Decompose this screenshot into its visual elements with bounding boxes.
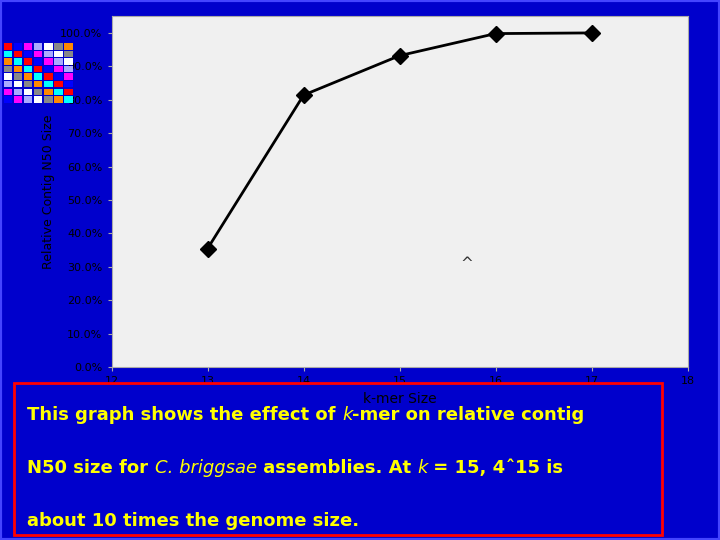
X-axis label: k-mer Size: k-mer Size bbox=[363, 392, 436, 406]
Text: -mer on relative contig: -mer on relative contig bbox=[353, 406, 585, 424]
Text: ˆ15 is: ˆ15 is bbox=[505, 459, 562, 477]
Text: = 15, 4: = 15, 4 bbox=[428, 459, 505, 477]
Text: N50 size for: N50 size for bbox=[27, 459, 155, 477]
Text: about 10 times the genome size.: about 10 times the genome size. bbox=[27, 512, 359, 530]
Text: assemblies. At: assemblies. At bbox=[257, 459, 417, 477]
Y-axis label: Relative Contig N50 Size: Relative Contig N50 Size bbox=[42, 114, 55, 269]
Text: k: k bbox=[417, 459, 428, 477]
Text: ^: ^ bbox=[460, 256, 473, 271]
Text: C. briggsae: C. briggsae bbox=[155, 459, 257, 477]
Text: This graph shows the effect of: This graph shows the effect of bbox=[27, 406, 342, 424]
Text: k: k bbox=[342, 406, 353, 424]
